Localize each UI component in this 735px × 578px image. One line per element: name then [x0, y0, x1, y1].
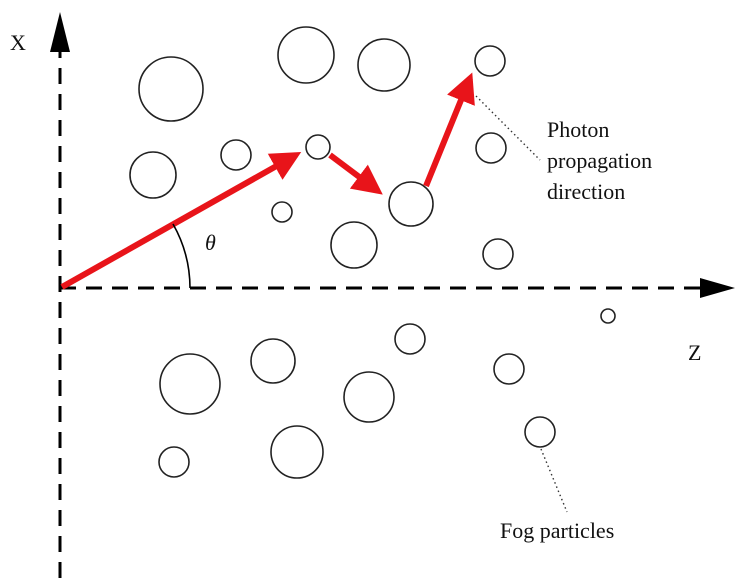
- particle: [129, 151, 177, 199]
- particle: [138, 56, 204, 122]
- particle: [394, 323, 426, 355]
- particle: [343, 371, 395, 423]
- annotation: Fog particles: [500, 518, 614, 543]
- x-axis-arrow: [50, 12, 70, 52]
- photon-path: [60, 72, 475, 290]
- particle: [250, 338, 296, 384]
- particle: [277, 26, 335, 84]
- angle-label: θ: [205, 230, 216, 255]
- leader-line: [475, 95, 541, 161]
- angle-arc: [172, 223, 191, 289]
- leader-line: [540, 448, 568, 513]
- x-axis-label: X: [10, 30, 26, 55]
- photon-arrow: [328, 152, 383, 195]
- particle: [482, 238, 514, 270]
- particle: [357, 38, 411, 92]
- photon-arrow: [60, 152, 302, 290]
- axes: [50, 12, 735, 578]
- particle: [524, 416, 556, 448]
- particle: [220, 139, 252, 171]
- particle: [271, 201, 293, 223]
- particle: [388, 181, 434, 227]
- annotation-line: Photon: [547, 117, 609, 142]
- annotation-line: propagation: [547, 148, 652, 173]
- z-axis-arrow: [700, 278, 735, 298]
- fog-particles: [129, 26, 616, 479]
- particle: [600, 308, 616, 324]
- annotation-line: direction: [547, 179, 625, 204]
- z-axis-label: Z: [688, 340, 701, 365]
- particle: [493, 353, 525, 385]
- particle: [330, 221, 378, 269]
- particle: [474, 45, 506, 77]
- particle: [305, 134, 331, 160]
- particle: [475, 132, 507, 164]
- photon-arrow: [423, 72, 475, 188]
- particle: [158, 446, 190, 478]
- particle: [159, 353, 221, 415]
- particle: [270, 425, 324, 479]
